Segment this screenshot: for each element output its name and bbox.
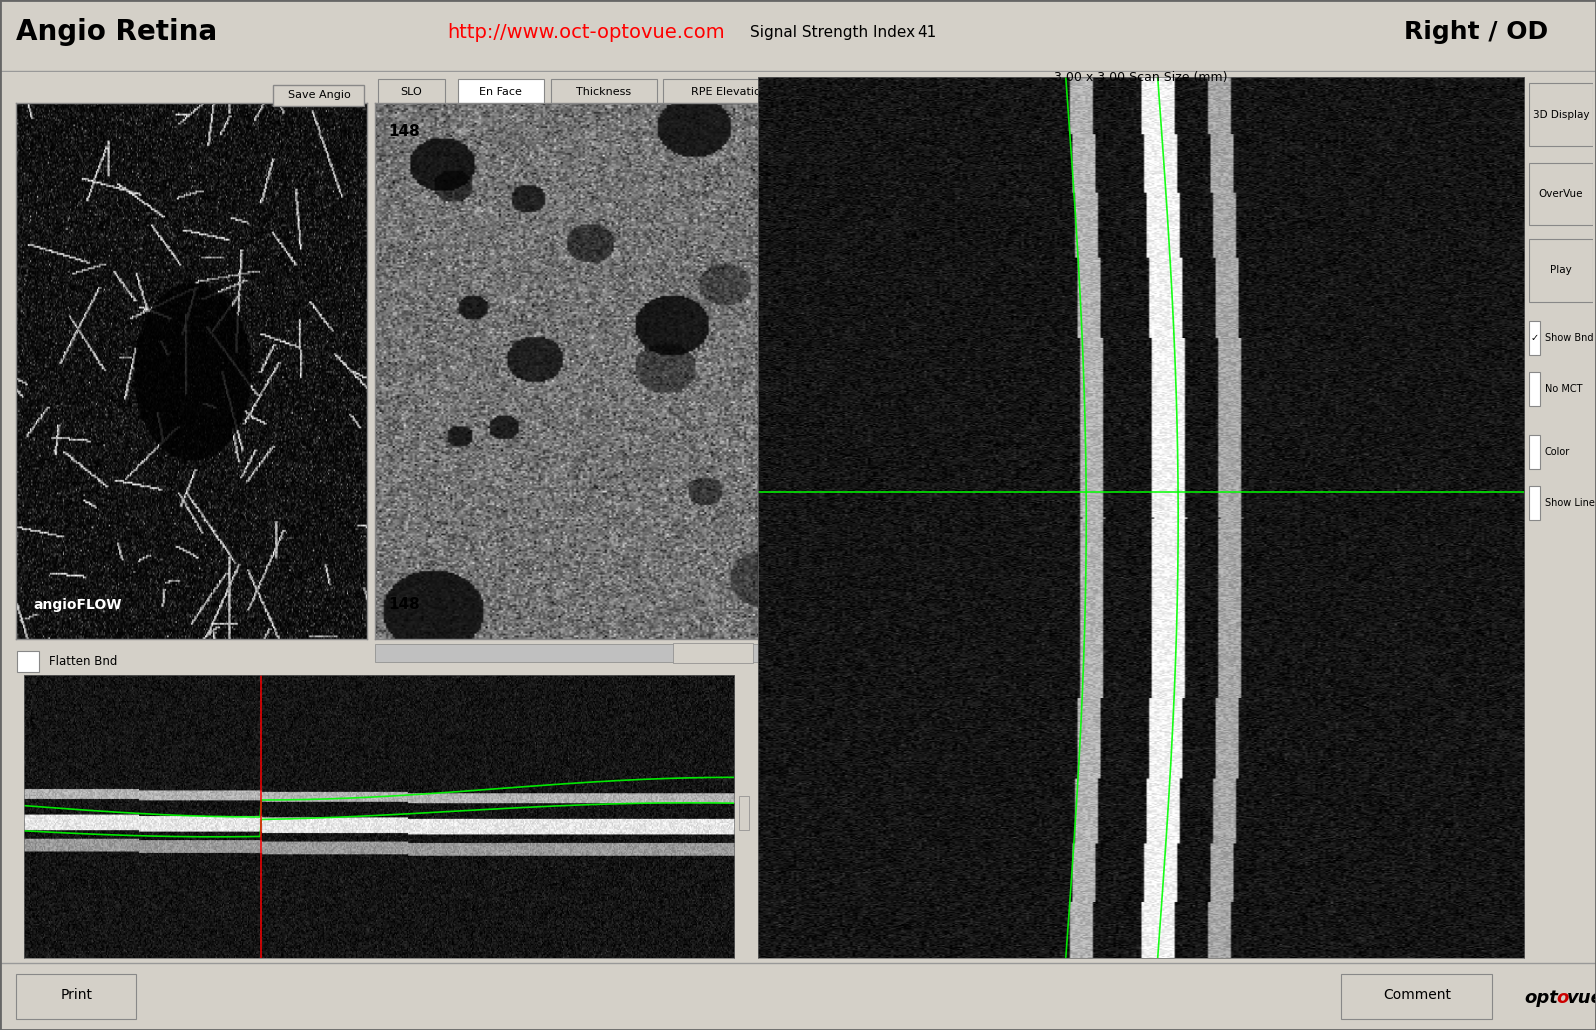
FancyBboxPatch shape — [1529, 435, 1540, 469]
Text: 3.00 x 3.00 Scan Size (mm): 3.00 x 3.00 Scan Size (mm) — [1055, 71, 1227, 83]
Text: opt: opt — [1524, 990, 1558, 1007]
Text: No MCT: No MCT — [1545, 384, 1582, 394]
Text: Upper - IPL: Upper - IPL — [1045, 590, 1106, 600]
Text: ...: ... — [1156, 636, 1168, 649]
Text: OverVue: OverVue — [1539, 188, 1583, 199]
FancyBboxPatch shape — [458, 79, 544, 107]
Text: Comment: Comment — [1384, 988, 1451, 1002]
FancyBboxPatch shape — [16, 974, 136, 1020]
FancyBboxPatch shape — [1529, 373, 1540, 407]
Text: ✓: ✓ — [1531, 334, 1539, 343]
Text: Restore Settings: Restore Settings — [1068, 325, 1159, 336]
FancyBboxPatch shape — [1529, 486, 1540, 519]
FancyBboxPatch shape — [739, 796, 749, 830]
FancyBboxPatch shape — [1037, 281, 1189, 308]
Text: o: o — [1556, 990, 1569, 1007]
Text: Save Angio: Save Angio — [287, 91, 351, 100]
FancyBboxPatch shape — [1341, 974, 1492, 1020]
Text: Reference: Reference — [1045, 362, 1109, 375]
FancyBboxPatch shape — [1045, 625, 1133, 660]
Text: 148: 148 — [388, 125, 420, 139]
Text: 41: 41 — [918, 25, 937, 40]
Text: Superficial: Superficial — [1061, 396, 1120, 405]
Text: Print: Print — [61, 988, 93, 1002]
Circle shape — [1042, 515, 1053, 530]
Text: Angio Retina: Angio Retina — [16, 19, 217, 46]
Text: Show Bnd: Show Bnd — [1545, 334, 1593, 343]
Text: Signal Strength Index: Signal Strength Index — [750, 25, 915, 40]
FancyBboxPatch shape — [273, 85, 364, 105]
FancyBboxPatch shape — [674, 643, 753, 663]
Text: ☀: ☀ — [1108, 123, 1127, 143]
Text: 3D Display: 3D Display — [1532, 109, 1590, 119]
Text: 70: 70 — [1073, 707, 1088, 720]
Text: Outer Retina: Outer Retina — [1061, 477, 1132, 486]
Text: http://www.oct-optovue.com: http://www.oct-optovue.com — [447, 23, 725, 42]
Text: Color: Color — [1545, 447, 1570, 456]
FancyBboxPatch shape — [1037, 317, 1189, 344]
Text: Flatten Bnd: Flatten Bnd — [49, 655, 118, 668]
Text: vue: vue — [1567, 990, 1596, 1007]
Circle shape — [1042, 433, 1053, 449]
Text: Deep: Deep — [1061, 436, 1090, 446]
FancyBboxPatch shape — [1529, 321, 1540, 355]
Text: Thickness: Thickness — [576, 88, 630, 97]
FancyBboxPatch shape — [1529, 239, 1593, 302]
Text: 15: 15 — [1073, 636, 1088, 649]
FancyBboxPatch shape — [1529, 83, 1593, 145]
FancyBboxPatch shape — [1045, 697, 1133, 733]
Circle shape — [1042, 392, 1053, 408]
Text: 148: 148 — [388, 596, 420, 612]
Text: ...: ... — [1156, 707, 1168, 720]
FancyBboxPatch shape — [1136, 625, 1189, 660]
Text: ◑: ◑ — [1108, 184, 1127, 205]
Text: Offset(um): Offset(um) — [1045, 693, 1106, 703]
FancyBboxPatch shape — [1060, 107, 1175, 159]
Text: SLO: SLO — [401, 88, 423, 97]
Circle shape — [1042, 474, 1053, 489]
Text: Save Settings: Save Settings — [1074, 289, 1152, 300]
Circle shape — [1044, 437, 1050, 445]
FancyBboxPatch shape — [1136, 697, 1189, 733]
Text: Offset(um): Offset(um) — [1045, 613, 1106, 623]
Text: Lower - IPL: Lower - IPL — [1045, 668, 1106, 678]
Text: RPE Elevation: RPE Elevation — [691, 88, 768, 97]
Text: angioFLOW: angioFLOW — [34, 597, 121, 612]
FancyBboxPatch shape — [1060, 169, 1175, 220]
Text: Choroid Cap: Choroid Cap — [1061, 517, 1130, 527]
Text: Right / OD: Right / OD — [1404, 21, 1548, 44]
FancyBboxPatch shape — [18, 652, 40, 673]
Text: En Face: En Face — [479, 88, 522, 97]
FancyBboxPatch shape — [378, 79, 445, 107]
Text: Play: Play — [1550, 266, 1572, 275]
FancyBboxPatch shape — [375, 644, 1025, 662]
FancyBboxPatch shape — [551, 79, 656, 107]
Text: Show Line: Show Line — [1545, 497, 1594, 508]
FancyBboxPatch shape — [664, 79, 796, 107]
FancyBboxPatch shape — [1529, 163, 1593, 226]
